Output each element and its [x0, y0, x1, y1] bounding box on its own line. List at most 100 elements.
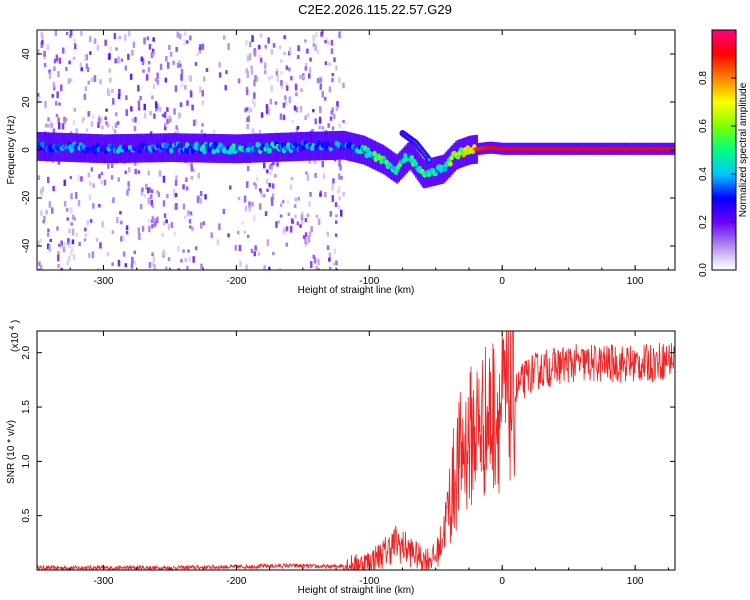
heatmap-noise-cell	[125, 95, 128, 100]
heatmap-noise-cell	[280, 85, 284, 90]
heatmap-noise-cell	[172, 60, 175, 65]
heatmap-noise-cell	[100, 180, 103, 185]
heatmap-noise-cell	[130, 106, 133, 112]
heatmap-noise-cell	[125, 225, 129, 231]
heatmap-noise-cell	[60, 240, 63, 247]
heatmap-noise-cell	[129, 73, 133, 80]
x-tick-label: 0	[499, 276, 505, 287]
heatmap-noise-cell	[264, 44, 267, 49]
heatmap-noise-cell	[67, 238, 70, 245]
heatmap-noise-cell	[154, 219, 157, 226]
heatmap-noise-cell	[333, 113, 336, 120]
heatmap-ridge-cell	[190, 148, 195, 155]
heatmap-noise-cell	[182, 184, 185, 190]
heatmap-noise-cell	[251, 35, 254, 43]
heatmap-noise-cell	[149, 110, 152, 116]
heatmap-noise-cell	[63, 117, 66, 125]
heatmap-noise-cell	[268, 183, 271, 188]
heatmap-noise-cell	[66, 260, 69, 266]
heatmap-noise-cell	[137, 170, 141, 174]
heatmap-noise-cell	[147, 170, 150, 176]
heatmap-noise-cell	[51, 94, 54, 98]
heatmap-noise-cell	[46, 124, 50, 128]
heatmap-noise-cell	[271, 193, 275, 200]
heatmap-noise-cell	[189, 35, 192, 41]
heatmap-noise-cell	[84, 55, 87, 62]
heatmap-noise-cell	[117, 56, 120, 64]
heatmap-noise-cell	[83, 93, 87, 100]
heatmap-noise-cell	[132, 41, 136, 48]
heatmap-noise-cell	[254, 75, 257, 82]
heatmap-noise-cell	[265, 103, 269, 109]
heatmap-noise-cell	[99, 242, 102, 249]
heatmap-noise-cell	[162, 221, 166, 226]
heatmap-noise-cell	[291, 219, 294, 225]
heatmap-noise-cell	[109, 77, 112, 83]
heatmap-noise-cell	[107, 163, 110, 169]
heatmap-noise-cell	[68, 242, 71, 248]
heatmap-noise-cell	[338, 185, 341, 193]
heatmap-noise-cell	[99, 79, 102, 85]
heatmap-noise-cell	[137, 100, 141, 108]
heatmap-noise-cell	[302, 235, 306, 240]
heatmap-noise-cell	[173, 231, 176, 236]
heatmap-noise-cell	[167, 223, 171, 230]
heatmap-noise-cell	[112, 98, 115, 105]
heatmap-noise-cell	[75, 192, 78, 199]
heatmap-noise-cell	[294, 83, 298, 91]
heatmap-noise-cell	[53, 58, 57, 64]
heatmap-noise-cell	[295, 127, 299, 135]
colorbar-tick-label: 0.0	[698, 263, 709, 277]
heatmap-noise-cell	[141, 187, 144, 192]
heatmap-noise-cell	[265, 106, 269, 114]
heatmap-noise-cell	[140, 56, 143, 62]
heatmap-noise-cell	[151, 205, 155, 209]
heatmap-noise-cell	[58, 57, 62, 64]
heatmap-noise-cell	[245, 108, 249, 112]
heatmap-noise-cell	[137, 107, 141, 111]
heatmap-noise-cell	[335, 105, 339, 112]
heatmap-noise-cell	[96, 44, 100, 51]
heatmap-noise-cell	[186, 266, 189, 270]
heatmap-noise-cell	[147, 66, 151, 73]
heatmap-noise-cell	[87, 172, 91, 178]
heatmap-noise-cell	[37, 49, 40, 55]
heatmap-noise-cell	[328, 86, 332, 93]
heatmap-noise-cell	[161, 233, 164, 237]
heatmap-noise-cell	[177, 268, 180, 270]
heatmap-noise-cell	[175, 125, 178, 130]
heatmap-ridge-cell	[169, 147, 174, 154]
heatmap-noise-cell	[174, 85, 178, 92]
heatmap-noise-cell	[277, 220, 281, 224]
heatmap-noise-cell	[69, 78, 73, 83]
heatmap-noise-cell	[82, 116, 85, 121]
heatmap-noise-cell	[275, 71, 279, 76]
heatmap-noise-cell	[141, 58, 145, 66]
heatmap-noise-cell	[306, 113, 310, 117]
heatmap-noise-cell	[234, 244, 237, 251]
heatmap-noise-cell	[288, 96, 292, 104]
heatmap-noise-cell	[244, 206, 248, 212]
colorbar-tick-label: 0.6	[698, 119, 709, 133]
heatmap-noise-cell	[114, 58, 117, 64]
heatmap-noise-cell	[334, 202, 338, 207]
heatmap-noise-cell	[159, 106, 162, 112]
heatmap-noise-cell	[268, 76, 271, 81]
heatmap-noise-cell	[151, 95, 154, 100]
heatmap-noise-cell	[259, 188, 262, 192]
heatmap-noise-cell	[155, 107, 158, 112]
heatmap-noise-cell	[183, 31, 187, 36]
heatmap-noise-cell	[194, 62, 198, 66]
heatmap-noise-cell	[175, 175, 178, 182]
heatmap-noise-cell	[253, 79, 256, 87]
y-tick-label: -20	[21, 190, 32, 205]
heatmap-noise-cell	[152, 83, 156, 90]
heatmap-noise-cell	[258, 44, 261, 50]
heatmap-noise-cell	[66, 217, 69, 221]
heatmap-noise-cell	[174, 193, 178, 197]
colorbar-tick-label: 0.4	[698, 167, 709, 181]
heatmap-noise-cell	[115, 122, 118, 128]
heatmap-noise-cell	[105, 108, 108, 112]
heatmap-noise-cell	[143, 37, 146, 45]
